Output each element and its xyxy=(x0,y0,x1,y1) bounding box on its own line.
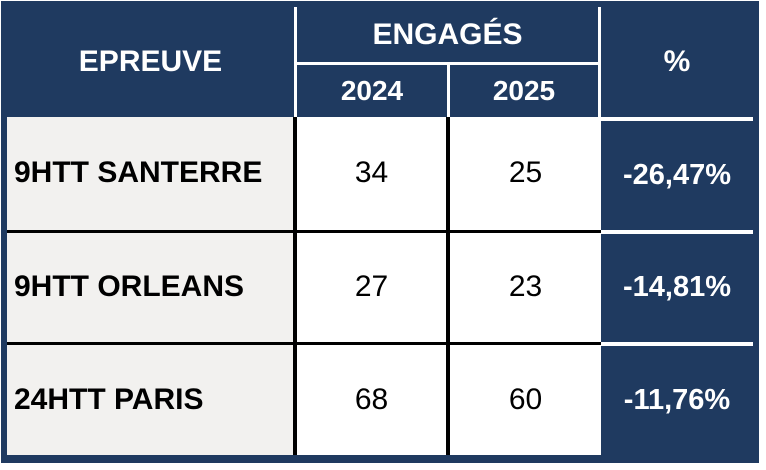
header-year-2025: 2025 xyxy=(450,65,601,117)
value-orleans-2025: 23 xyxy=(450,229,601,343)
header-percent: % xyxy=(601,7,753,117)
header-engages: ENGAGÉS xyxy=(297,7,601,65)
row-label-paris: 24HTT PARIS xyxy=(7,342,297,455)
value-santerre-percent: -26,47% xyxy=(601,117,753,230)
header-year-2024: 2024 xyxy=(297,65,450,117)
value-paris-percent: -11,76% xyxy=(601,342,753,455)
value-orleans-2024: 27 xyxy=(297,229,450,343)
value-paris-2025: 60 xyxy=(450,342,601,455)
value-santerre-2025: 25 xyxy=(450,117,601,230)
value-santerre-2024: 34 xyxy=(297,117,450,230)
value-paris-2024: 68 xyxy=(297,342,450,455)
row-label-orleans: 9HTT ORLEANS xyxy=(7,229,297,343)
results-table: EPREUVE ENGAGÉS % 2024 2025 9HTT SANTERR… xyxy=(1,1,759,463)
row-label-santerre: 9HTT SANTERRE xyxy=(7,117,297,230)
header-epreuve: EPREUVE xyxy=(7,7,297,117)
value-orleans-percent: -14,81% xyxy=(601,229,753,343)
table-grid: EPREUVE ENGAGÉS % 2024 2025 9HTT SANTERR… xyxy=(7,7,753,455)
